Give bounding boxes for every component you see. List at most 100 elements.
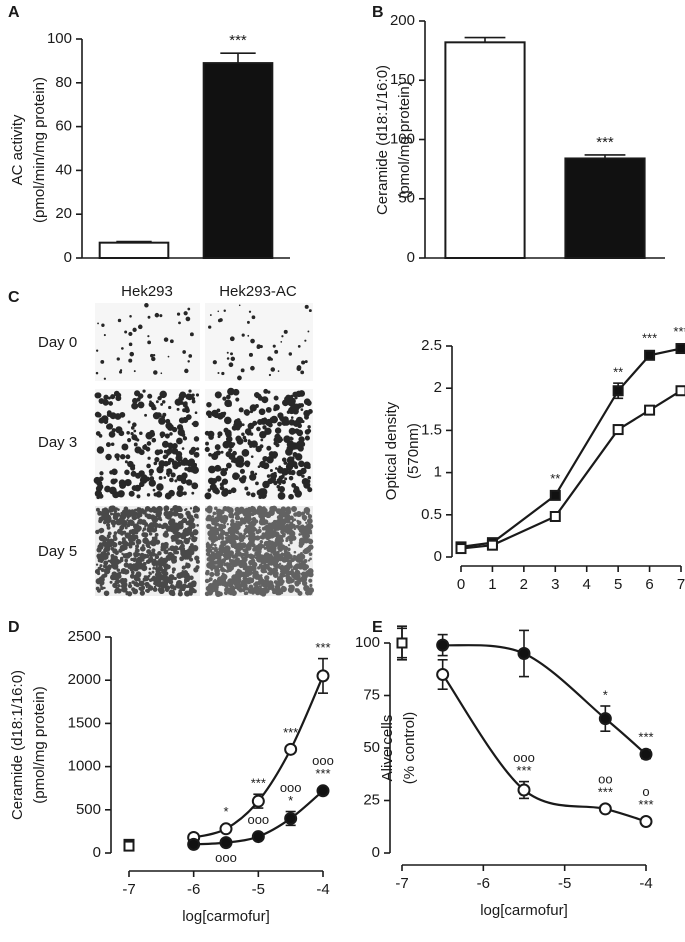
row-label: Day 0 <box>38 334 77 351</box>
curve <box>443 645 646 754</box>
x-tick-label: 3 <box>551 576 559 593</box>
row-label: Day 5 <box>38 543 77 560</box>
panel-label: A <box>8 4 20 21</box>
x-tick-label: 2 <box>520 576 528 593</box>
y-tick-label: 1 <box>434 464 442 481</box>
y-axis-label: (pmol/mg protein) <box>31 686 48 804</box>
marker <box>437 669 448 680</box>
y-tick-label: 0.5 <box>421 506 442 523</box>
marker <box>285 813 296 824</box>
y-axis-label: (570nm) <box>405 423 422 479</box>
significance: *** <box>638 797 653 812</box>
marker <box>221 837 232 848</box>
x-tick-label: 7 <box>677 576 685 593</box>
x-tick-label: -4 <box>316 881 329 898</box>
x-tick-label: 4 <box>583 576 591 593</box>
curve <box>443 675 646 822</box>
significance: *** <box>229 32 247 49</box>
significance: *** <box>673 324 685 339</box>
y-axis-label: Ceramide (d18:1/16:0) <box>9 670 26 820</box>
x-axis-label: log[carmofur] <box>480 902 568 919</box>
y-tick-label: 2 <box>434 379 442 396</box>
significance: * <box>223 804 228 819</box>
y-axis-label: (pmol/min/mg protein) <box>31 77 48 223</box>
marker <box>285 744 296 755</box>
y-tick-label: 0 <box>407 249 415 266</box>
x-tick-label: -6 <box>187 881 200 898</box>
significance: *** <box>283 725 298 740</box>
significance: *** <box>516 763 531 778</box>
x-tick-label: 5 <box>614 576 622 593</box>
y-axis-label: (pmol/mg protein) <box>396 81 413 199</box>
y-tick-label: 100 <box>47 30 72 47</box>
marker <box>253 831 264 842</box>
marker <box>519 648 530 659</box>
marker <box>614 386 623 395</box>
marker <box>641 816 652 827</box>
marker <box>519 785 530 796</box>
y-tick-label: 0 <box>64 249 72 266</box>
significance: *** <box>315 766 330 781</box>
y-tick-label: 25 <box>363 791 380 808</box>
x-tick-label: -7 <box>395 875 408 892</box>
x-tick-label: -4 <box>639 875 652 892</box>
y-axis-label: Alive cells <box>379 715 396 782</box>
column-label: Hek293 <box>121 283 173 300</box>
y-tick-label: 1500 <box>68 714 101 731</box>
marker <box>645 351 654 360</box>
marker <box>125 842 134 851</box>
marker <box>551 512 560 521</box>
y-tick-label: 200 <box>390 12 415 29</box>
y-tick-label: 500 <box>76 801 101 818</box>
significance: ooo <box>215 850 237 865</box>
significance: * <box>603 687 608 702</box>
x-axis-label: log[carmofur] <box>182 908 270 925</box>
significance: *** <box>315 640 330 655</box>
y-tick-label: 50 <box>363 739 380 756</box>
row-label: Day 3 <box>38 434 77 451</box>
marker <box>488 541 497 550</box>
y-axis-label: AC activity <box>9 114 26 185</box>
marker <box>677 386 685 395</box>
marker <box>437 640 448 651</box>
significance: ** <box>613 365 623 380</box>
significance: *** <box>638 730 653 745</box>
y-tick-label: 1.5 <box>421 421 442 438</box>
y-tick-label: 40 <box>55 161 72 178</box>
marker <box>221 823 232 834</box>
marker <box>398 639 407 648</box>
y-tick-label: 60 <box>55 118 72 135</box>
significance: ** <box>550 471 560 486</box>
y-axis-label: Optical density <box>383 401 400 500</box>
marker <box>318 785 329 796</box>
bar <box>204 63 273 258</box>
y-tick-label: 2500 <box>68 628 101 645</box>
x-tick-label: 6 <box>645 576 653 593</box>
micrographs <box>94 303 314 597</box>
significance: *** <box>642 331 657 346</box>
column-label: Hek293-AC <box>219 283 297 300</box>
marker <box>641 749 652 760</box>
significance: ooo <box>247 812 269 827</box>
x-tick-label: -6 <box>477 875 490 892</box>
bar <box>100 243 169 258</box>
y-axis-label: Ceramide (d18:1/16:0) <box>374 65 391 215</box>
panel-label: B <box>372 4 384 21</box>
bar <box>565 158 644 258</box>
significance: *** <box>251 776 266 791</box>
y-tick-label: 1000 <box>68 758 101 775</box>
significance: *** <box>598 784 613 799</box>
x-tick-label: -7 <box>122 881 135 898</box>
y-tick-label: 75 <box>363 686 380 703</box>
marker <box>614 425 623 434</box>
marker <box>645 406 654 415</box>
panel-label: C <box>8 289 20 306</box>
y-tick-label: 2.5 <box>421 337 442 354</box>
y-tick-label: 20 <box>55 205 72 222</box>
y-tick-label: 0 <box>93 844 101 861</box>
y-tick-label: 2000 <box>68 671 101 688</box>
marker <box>253 796 264 807</box>
marker <box>188 839 199 850</box>
bar <box>445 42 524 258</box>
